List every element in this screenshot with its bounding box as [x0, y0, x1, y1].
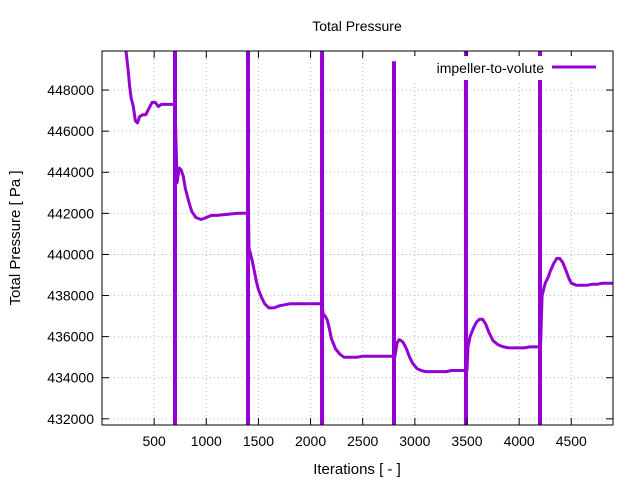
y-tick-label: 436000: [47, 329, 94, 345]
y-tick-label: 448000: [47, 82, 94, 98]
y-tick-label: 434000: [47, 370, 94, 386]
series-group: [124, 51, 613, 425]
x-tick-label: 3000: [399, 433, 430, 449]
x-tick-label: 2000: [295, 433, 326, 449]
x-tick-label: 500: [142, 433, 166, 449]
legend: impeller-to-volute: [410, 56, 610, 80]
x-tick-label: 4000: [504, 433, 535, 449]
spike-mark: [463, 51, 468, 425]
spike-mark: [538, 51, 542, 425]
y-tick-label: 440000: [47, 246, 94, 262]
x-tick-label: 1500: [243, 433, 274, 449]
y-axis-label: Total Pressure [ Pa ]: [7, 170, 24, 305]
legend-label: impeller-to-volute: [437, 60, 545, 76]
x-tick-label: 3500: [451, 433, 482, 449]
chart-title: Total Pressure: [312, 18, 402, 34]
x-tick-label: 2500: [347, 433, 378, 449]
grid: [102, 51, 613, 425]
series-layer: [124, 51, 613, 425]
x-axis-label: Iterations [ - ]: [313, 461, 401, 478]
spike-mark: [392, 61, 396, 425]
x-tick-label: 1000: [191, 433, 222, 449]
spike-mark: [246, 51, 250, 425]
x-tick-label: 4500: [556, 433, 587, 449]
spike-mark: [320, 51, 325, 425]
y-tick-label: 438000: [47, 288, 94, 304]
y-tick-label: 446000: [47, 123, 94, 139]
y-tick-label: 444000: [47, 164, 94, 180]
plot-frame: [101, 50, 614, 426]
y-tick-label: 442000: [47, 205, 94, 221]
y-tick-label: 432000: [47, 411, 94, 427]
series-line: [124, 51, 613, 374]
spike-mark: [173, 51, 177, 425]
tick-layer: 500 1000 1500 2000 2500 3000 3500 4000 4500 43200…: [47, 51, 613, 449]
